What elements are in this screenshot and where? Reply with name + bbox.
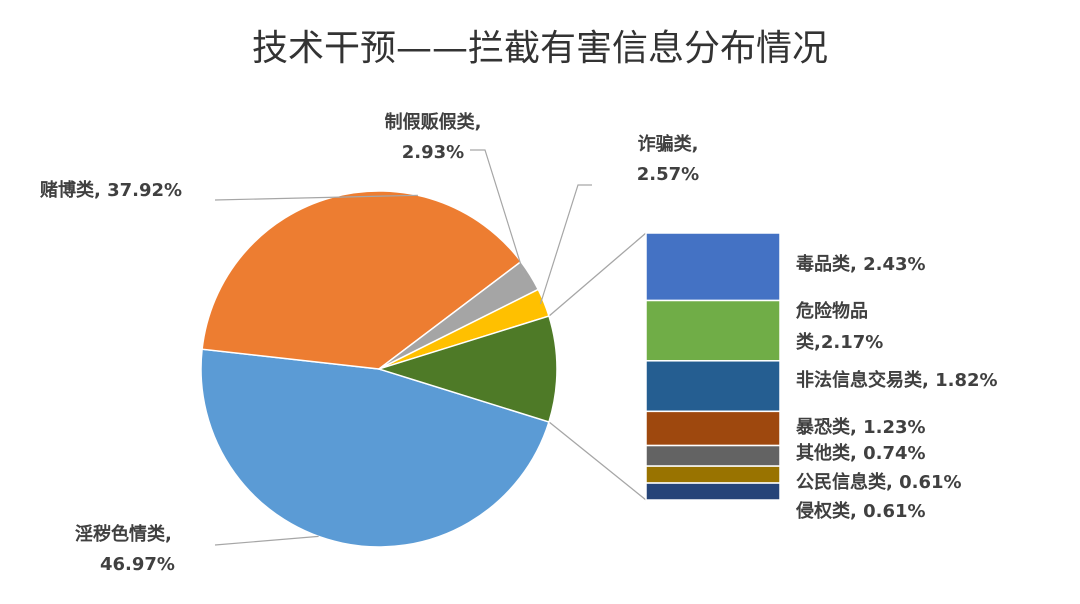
connector-top (548, 232, 647, 317)
bar-label-1: 危险物品 (795, 300, 868, 322)
bar-label-4: 其他类, 0.74% (796, 442, 926, 464)
pie-label-1: 赌博类, 37.92% (39, 179, 182, 201)
bar-segment-0 (645, 232, 781, 302)
leader-1 (214, 194, 419, 201)
bar-label-1-line2: 类,2.17% (796, 331, 883, 353)
bar-segment-3 (645, 410, 781, 447)
pie-slice-0 (200, 348, 550, 548)
pie-slice-4 (376, 315, 558, 423)
pie-value-label-3: 2.57% (637, 164, 699, 185)
leader-3 (539, 184, 592, 305)
bar-label-6: 侵权类, 0.61% (795, 500, 926, 522)
bar-segment-2 (645, 360, 781, 413)
bar-label-0: 毒品类, 2.43% (796, 253, 926, 275)
pie-group (200, 190, 558, 548)
bar-segment-6 (645, 482, 781, 501)
bar-segment-1 (645, 299, 781, 362)
bar-label-2: 非法信息交易类, 1.82% (796, 369, 998, 391)
leader-0 (214, 535, 319, 546)
pie-label-2: 制假贩假类, (385, 111, 482, 133)
leader-2 (470, 149, 526, 279)
pie-label-0: 淫秽色情类, (75, 523, 172, 545)
bar-segment-5 (645, 465, 781, 484)
pie-label-3: 诈骗类, (638, 133, 699, 155)
bar-label-5: 公民信息类, 0.61% (796, 471, 962, 493)
bar-group (645, 232, 781, 501)
pie-value-label-2: 2.93% (402, 142, 464, 163)
chart-title: 技术干预——拦截有害信息分布情况 (252, 28, 828, 69)
bar-segment-4 (645, 444, 781, 467)
bar-label-3: 暴恐类, 1.23% (796, 416, 926, 438)
pie-value-label-0: 46.97% (100, 554, 175, 575)
label-group: 淫秽色情类, 46.97% 赌博类, 37.92% 制假贩假类, 2.93% 诈骗类, 2.… (39, 111, 998, 575)
connector-bottom (548, 421, 647, 501)
pie-bar-connectors (548, 232, 647, 501)
